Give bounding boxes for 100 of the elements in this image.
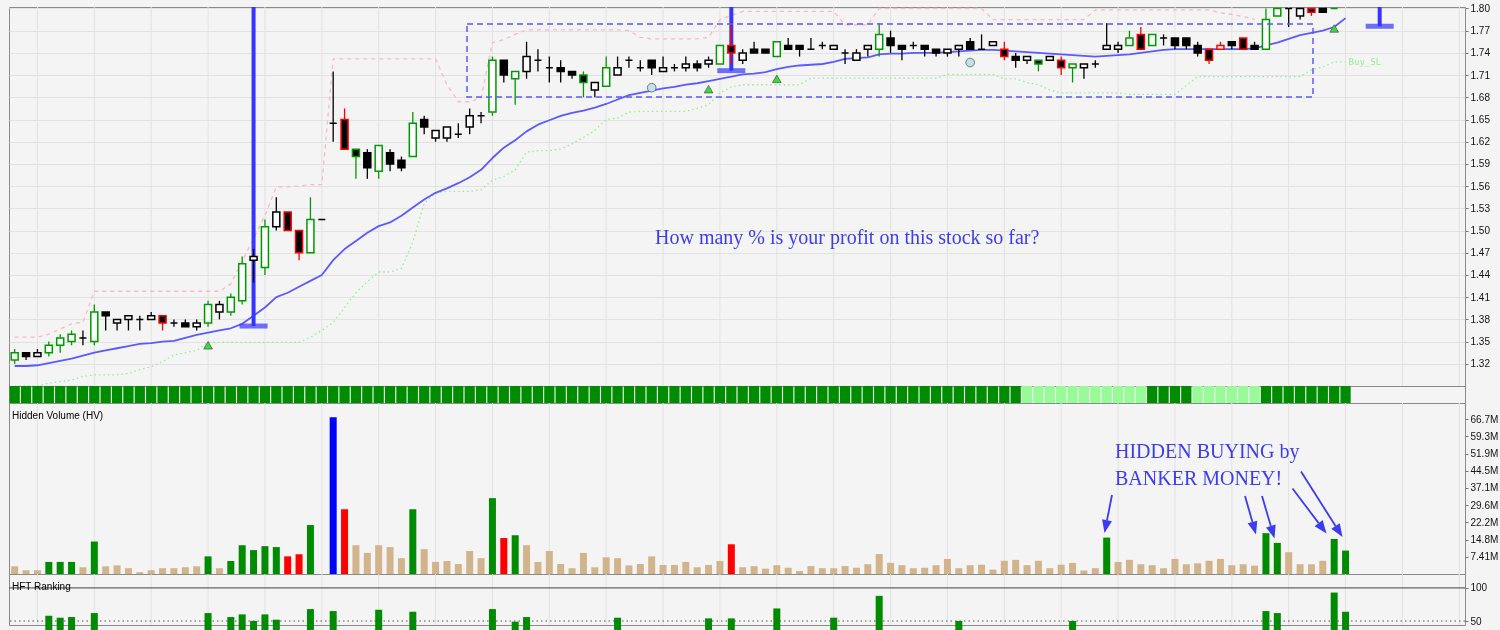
y-tick-label: 44.5M xyxy=(1470,465,1499,477)
bar xyxy=(1239,564,1247,574)
bar xyxy=(705,564,713,574)
y-tick-label: 1.32 xyxy=(1470,358,1491,370)
y-tick-label: 50 xyxy=(1470,615,1483,627)
bar xyxy=(432,561,440,574)
bar xyxy=(466,551,474,574)
y-tick-label: 1.77 xyxy=(1470,25,1491,37)
candlestick xyxy=(1136,26,1146,50)
bar xyxy=(1137,564,1145,574)
bar xyxy=(784,567,792,574)
bar xyxy=(306,525,314,574)
bar xyxy=(1114,561,1122,574)
bar xyxy=(989,569,997,574)
bar xyxy=(1182,564,1190,574)
bar xyxy=(261,546,269,574)
bar xyxy=(716,561,724,574)
bar xyxy=(966,565,974,574)
bar xyxy=(102,566,110,574)
bar xyxy=(978,564,986,574)
candlestick xyxy=(522,41,531,80)
bar xyxy=(147,570,155,574)
bar xyxy=(579,552,587,574)
y-tick-label: 59.3M xyxy=(1470,430,1499,442)
bar xyxy=(341,509,349,574)
candlestick xyxy=(499,59,509,84)
candlestick xyxy=(579,70,588,98)
bar xyxy=(534,561,542,574)
bar xyxy=(670,564,678,574)
bar xyxy=(648,556,656,574)
candlestick xyxy=(363,148,372,180)
text: Hidden Volume (HV) xyxy=(12,409,104,421)
y-tick-label: 1.71 xyxy=(1470,69,1491,81)
bar xyxy=(363,552,371,574)
bar xyxy=(45,561,53,574)
annotation: How many % is your profit on this stock so far? xyxy=(655,225,1040,249)
candlestick xyxy=(613,55,622,76)
candlestick xyxy=(1068,63,1077,84)
candlestick xyxy=(658,55,668,73)
bar xyxy=(1228,565,1236,574)
bar xyxy=(409,509,417,574)
point xyxy=(703,85,714,94)
bar xyxy=(591,567,599,574)
y-tick-label: 1.41 xyxy=(1470,291,1491,303)
bar xyxy=(204,556,212,574)
bar xyxy=(397,558,405,574)
bar xyxy=(659,564,667,574)
candlestick xyxy=(897,44,907,61)
candlestick xyxy=(215,300,224,321)
bar xyxy=(887,562,895,574)
bar xyxy=(909,568,917,574)
bar xyxy=(614,558,622,574)
bar xyxy=(1103,537,1111,574)
bar xyxy=(1023,565,1031,574)
bar xyxy=(68,561,76,574)
bar xyxy=(1251,565,1259,574)
bar xyxy=(215,568,223,574)
bar xyxy=(830,568,838,574)
bar xyxy=(864,564,872,574)
bar xyxy=(682,561,690,574)
bar xyxy=(636,564,644,574)
candlestick xyxy=(294,229,304,261)
annotation: HIDDEN BUYING by BANKER MONEY! xyxy=(1115,439,1301,491)
bar xyxy=(22,570,30,574)
candlestick xyxy=(203,300,213,328)
bar xyxy=(1091,568,1099,574)
bar xyxy=(727,544,735,574)
bar xyxy=(1069,562,1077,574)
y-tick-label: 29.6M xyxy=(1470,499,1499,511)
y-tick-label: 1.65 xyxy=(1470,114,1491,126)
bar xyxy=(1012,559,1020,574)
bar xyxy=(284,556,292,574)
point xyxy=(772,74,782,83)
text: HFT Ranking xyxy=(12,580,71,592)
bar xyxy=(898,565,906,574)
bar xyxy=(159,568,167,574)
bar xyxy=(875,554,883,574)
y-tick-label: 1.38 xyxy=(1470,313,1491,325)
bar xyxy=(500,538,508,574)
bar xyxy=(1319,560,1327,574)
y-tick-label: 1.50 xyxy=(1470,225,1491,237)
bar xyxy=(1148,565,1156,574)
bar xyxy=(488,498,496,574)
y-tick-label: 1.59 xyxy=(1470,158,1491,170)
bar xyxy=(90,541,98,574)
bar xyxy=(375,545,383,574)
bar xyxy=(1046,568,1054,574)
bar xyxy=(1160,568,1168,574)
bar xyxy=(1171,558,1179,574)
bar xyxy=(181,567,189,574)
candlestick xyxy=(283,211,292,232)
candlestick xyxy=(351,148,361,180)
y-tick-label: 1.68 xyxy=(1470,91,1491,103)
candlestick xyxy=(419,115,429,135)
bar xyxy=(921,567,929,574)
candlestick xyxy=(556,59,565,84)
bar xyxy=(943,558,951,574)
bar xyxy=(250,550,258,574)
bar xyxy=(523,545,531,574)
bar xyxy=(1285,552,1293,574)
